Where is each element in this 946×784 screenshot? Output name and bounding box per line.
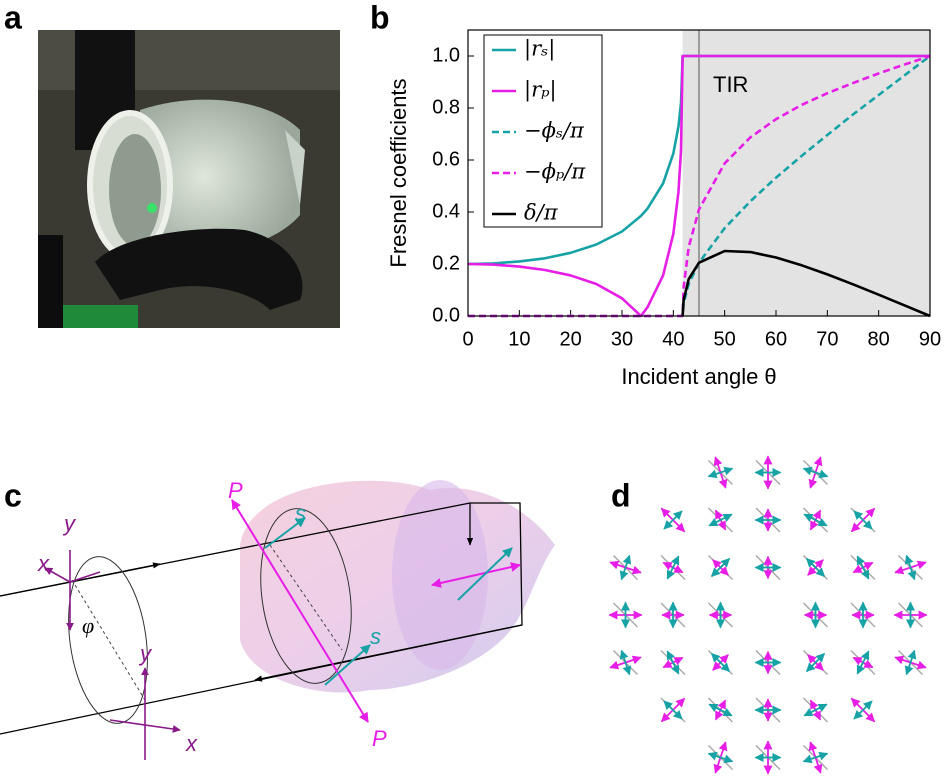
x-tick-label: 70 (816, 328, 838, 350)
s-arrow (805, 557, 826, 578)
diagram-c: x y φ y x P s s P (0, 478, 555, 760)
line (264, 517, 306, 549)
s-arrow (856, 555, 870, 580)
s-arrow (802, 466, 829, 479)
rect (38, 235, 63, 328)
ellipse (68, 556, 148, 724)
panel-label: d (611, 477, 631, 513)
series-line (681, 249, 931, 318)
legend-label: −ϕₚ/π (524, 160, 586, 184)
line (0, 562, 161, 597)
axis-letter: y (138, 641, 153, 666)
line (109, 719, 181, 733)
x-tick-label: 30 (611, 328, 633, 350)
s-arrow (856, 650, 870, 675)
s-arrow (663, 700, 683, 720)
s-arrow (666, 650, 680, 675)
x-tick-label: 0 (462, 328, 473, 350)
legend-label: |rₚ| (524, 78, 557, 103)
legend-label: δ/π (524, 201, 559, 225)
s-arrow (666, 555, 680, 580)
s-arrow (803, 513, 828, 527)
s-arrow (710, 557, 731, 578)
axis-letter: y (62, 511, 77, 536)
s-arrow (663, 510, 683, 530)
s-arrow (853, 510, 873, 530)
tir-region (682, 30, 930, 316)
x-tick-label: 60 (765, 328, 787, 350)
panel-label: a (4, 0, 22, 35)
line (44, 567, 71, 583)
circle (147, 203, 157, 213)
s-arrow (708, 513, 733, 527)
s-arrow (805, 652, 826, 673)
y-tick-label: 0.4 (432, 200, 460, 222)
path (140, 99, 300, 254)
y-tick-label: 0.2 (432, 252, 460, 274)
pol-letter: P (228, 478, 243, 503)
legend-label: |rₛ| (524, 37, 555, 62)
annotation: TIR (713, 72, 748, 97)
s-arrow (802, 751, 829, 764)
s-arrow (707, 466, 734, 479)
s-arrow (803, 703, 828, 717)
x-tick-label: 20 (560, 328, 582, 350)
pol-letter: s (295, 501, 306, 526)
s-arrow (710, 652, 731, 673)
s-arrow (708, 703, 733, 717)
s-arrow (619, 649, 632, 676)
line (71, 579, 146, 701)
line (69, 571, 101, 583)
x-tick-label: 40 (662, 328, 684, 350)
x-tick-label: 10 (508, 328, 530, 350)
photo (38, 30, 340, 328)
line (457, 547, 513, 601)
axis-letter: x (37, 551, 50, 576)
s-arrow (904, 649, 917, 676)
axis-letter: x (185, 731, 198, 756)
panel-label: b (370, 0, 390, 35)
line (231, 499, 369, 723)
legend-label: −ϕₛ/π (524, 119, 585, 143)
y-tick-label: 1.0 (432, 44, 460, 66)
y-tick-label: 0.8 (432, 96, 460, 118)
line (431, 562, 521, 588)
y-tick-label: 0.6 (432, 148, 460, 170)
x-tick-label: 80 (868, 328, 890, 350)
s-arrow (619, 554, 632, 581)
y-tick-label: 0.0 (432, 304, 460, 326)
s-arrow (853, 700, 873, 720)
diagram-d (608, 455, 928, 775)
angle-letter: φ (82, 613, 94, 638)
path (95, 228, 303, 310)
ellipse (109, 134, 161, 246)
pol-letter: P (372, 726, 387, 751)
plot-frame (467, 29, 931, 317)
pol-letter: s (370, 624, 381, 649)
panel-label: c (4, 477, 22, 513)
path (285, 130, 305, 205)
y-axis-title: Fresnel coefficients (386, 78, 411, 267)
line (324, 644, 371, 686)
x-tick-label: 50 (714, 328, 736, 350)
s-arrow (904, 554, 917, 581)
series-line (467, 54, 930, 318)
x-axis-title: Incident angle θ (621, 364, 776, 389)
x-tick-label: 90 (919, 328, 941, 350)
s-arrow (707, 751, 734, 764)
